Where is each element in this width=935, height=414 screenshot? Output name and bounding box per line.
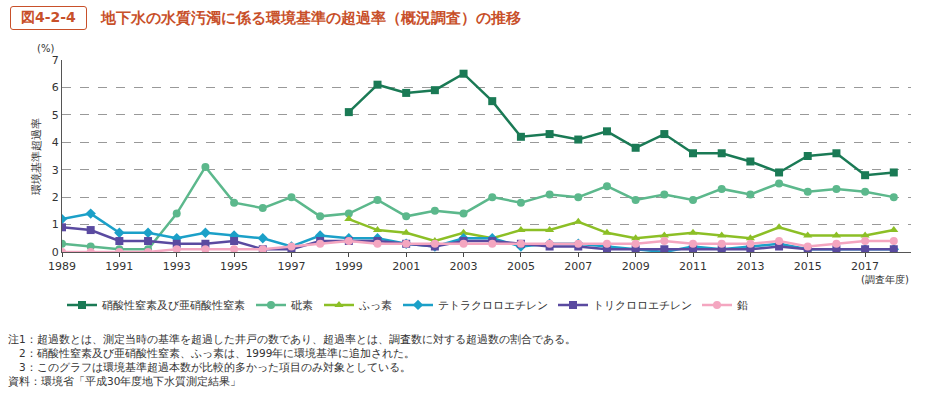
svg-text:(%): (%) [37, 43, 54, 54]
svg-text:2005: 2005 [507, 260, 535, 273]
html-text:資料：環境省「平成30年度地下水質測定結果」: 資料：環境省「平成30年度地下水質測定結果」 [8, 375, 242, 387]
svg-text:2003: 2003 [450, 260, 478, 273]
svg-text:2007: 2007 [564, 260, 592, 273]
svg-text:7: 7 [52, 54, 59, 67]
svg-text:2015: 2015 [794, 260, 822, 273]
html-text:地下水の水質汚濁に係る環境基準の超過率（概況調査）の推移: 地下水の水質汚濁に係る環境基準の超過率（概況調査）の推移 [100, 8, 521, 27]
svg-text:1993: 1993 [163, 260, 191, 273]
svg-text:環境基準超過率: 環境基準超過率 [30, 118, 43, 195]
html-text:図4-2-4: 図4-2-4 [21, 9, 76, 25]
svg-text:1995: 1995 [220, 260, 248, 273]
svg-text:3: 3 [52, 164, 59, 177]
svg-text:2009: 2009 [622, 260, 650, 273]
svg-text:2001: 2001 [392, 260, 420, 273]
html-text:注1：超過数とは、測定当時の基準を超過した井戸の数であり、超: 注1：超過数とは、測定当時の基準を超過した井戸の数であり、超過率とは、調査数に対… [8, 333, 576, 345]
svg-text:ふっ素: ふっ素 [358, 299, 392, 312]
svg-text:2011: 2011 [679, 260, 707, 273]
svg-text:2013: 2013 [736, 260, 764, 273]
svg-text:1991: 1991 [105, 260, 133, 273]
svg-text:鉛: 鉛 [737, 299, 748, 312]
svg-text:1: 1 [52, 218, 59, 231]
svg-text:2: 2 [52, 191, 59, 204]
svg-text:トリクロロエチレン: トリクロロエチレン [593, 299, 692, 312]
svg-text:1999: 1999 [335, 260, 363, 273]
svg-text:砒素: 砒素 [290, 299, 313, 312]
svg-text:テトラクロロエチレン: テトラクロロエチレン [438, 299, 548, 312]
svg-text:6: 6 [52, 81, 59, 94]
svg-text:1989: 1989 [48, 260, 76, 273]
svg-text:硝酸性窒素及び亜硝酸性窒素: 硝酸性窒素及び亜硝酸性窒素 [101, 299, 245, 312]
svg-text:(調査年度): (調査年度) [861, 274, 909, 285]
svg-text:4: 4 [52, 136, 59, 149]
html-text:3：このグラフは環境基準超過本数が比較的多かった項目のみ対象: 3：このグラフは環境基準超過本数が比較的多かった項目のみ対象としている。 [8, 361, 411, 373]
svg-text:1997: 1997 [277, 260, 305, 273]
html-text:2：硝酸性窒素及び亜硝酸性窒素、ふっ素は、1999年に環境基: 2：硝酸性窒素及び亜硝酸性窒素、ふっ素は、1999年に環境基準に追加された。 [8, 347, 416, 359]
svg-text:2017: 2017 [851, 260, 879, 273]
svg-text:0: 0 [52, 246, 59, 259]
svg-text:5: 5 [52, 109, 59, 122]
